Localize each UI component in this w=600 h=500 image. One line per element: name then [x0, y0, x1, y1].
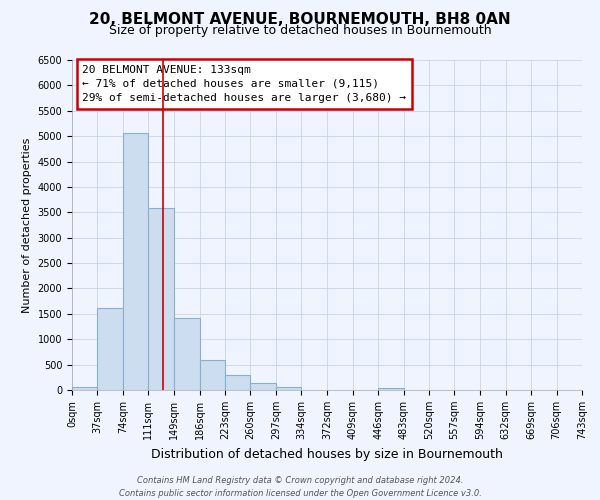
Y-axis label: Number of detached properties: Number of detached properties	[22, 138, 32, 312]
Bar	[174, 318, 200, 390]
Text: Contains HM Land Registry data © Crown copyright and database right 2024.
Contai: Contains HM Land Registry data © Crown c…	[119, 476, 481, 498]
Bar	[97, 308, 123, 390]
Bar	[123, 133, 148, 390]
Bar	[200, 360, 225, 390]
Text: 20 BELMONT AVENUE: 133sqm
← 71% of detached houses are smaller (9,115)
29% of se: 20 BELMONT AVENUE: 133sqm ← 71% of detac…	[82, 65, 406, 103]
Text: Size of property relative to detached houses in Bournemouth: Size of property relative to detached ho…	[109, 24, 491, 37]
Text: 20, BELMONT AVENUE, BOURNEMOUTH, BH8 0AN: 20, BELMONT AVENUE, BOURNEMOUTH, BH8 0AN	[89, 12, 511, 28]
Bar	[148, 208, 174, 390]
Bar	[72, 387, 97, 390]
Bar	[276, 388, 301, 390]
Bar	[225, 375, 250, 390]
X-axis label: Distribution of detached houses by size in Bournemouth: Distribution of detached houses by size …	[151, 448, 503, 460]
Bar	[378, 388, 404, 390]
Bar	[250, 383, 276, 390]
